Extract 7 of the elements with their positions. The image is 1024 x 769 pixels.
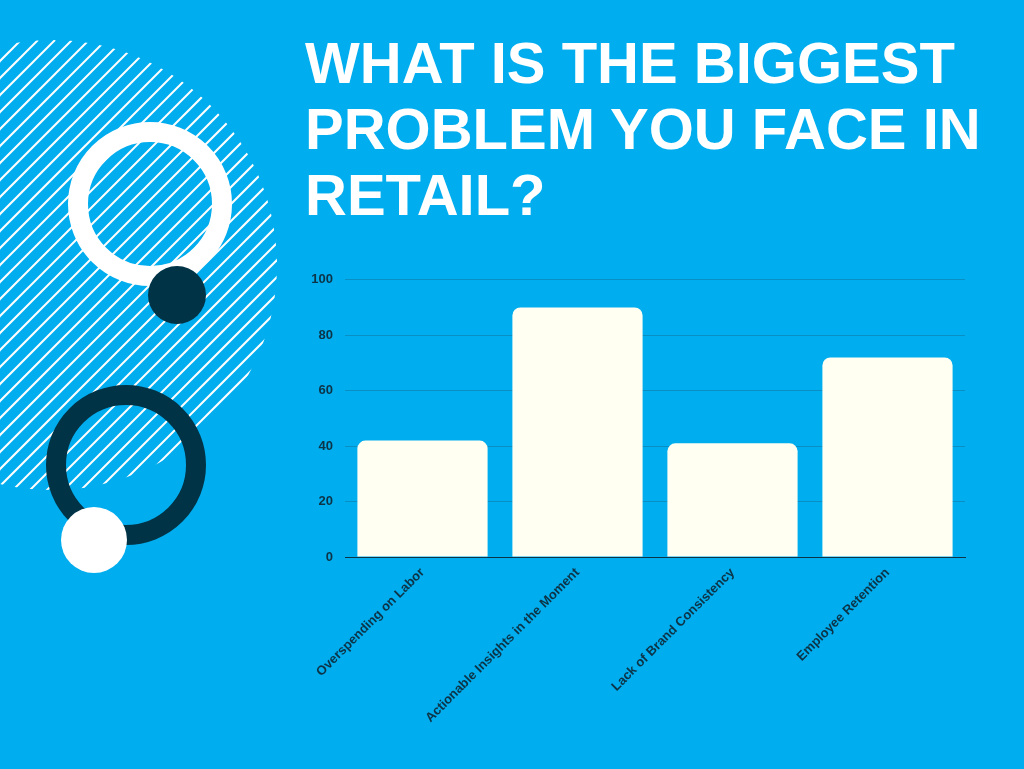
y-tick-label: 60	[318, 382, 333, 398]
y-tick-label: 80	[318, 326, 333, 342]
y-tick-label: 100	[311, 271, 333, 287]
y-tick-label: 40	[318, 437, 333, 453]
y-tick-label: 20	[318, 493, 333, 509]
y-tick-label: 0	[325, 548, 333, 564]
chart-title: WHAT IS THE BIGGEST PROBLEM YOU FACE IN RETAIL?	[305, 30, 982, 228]
